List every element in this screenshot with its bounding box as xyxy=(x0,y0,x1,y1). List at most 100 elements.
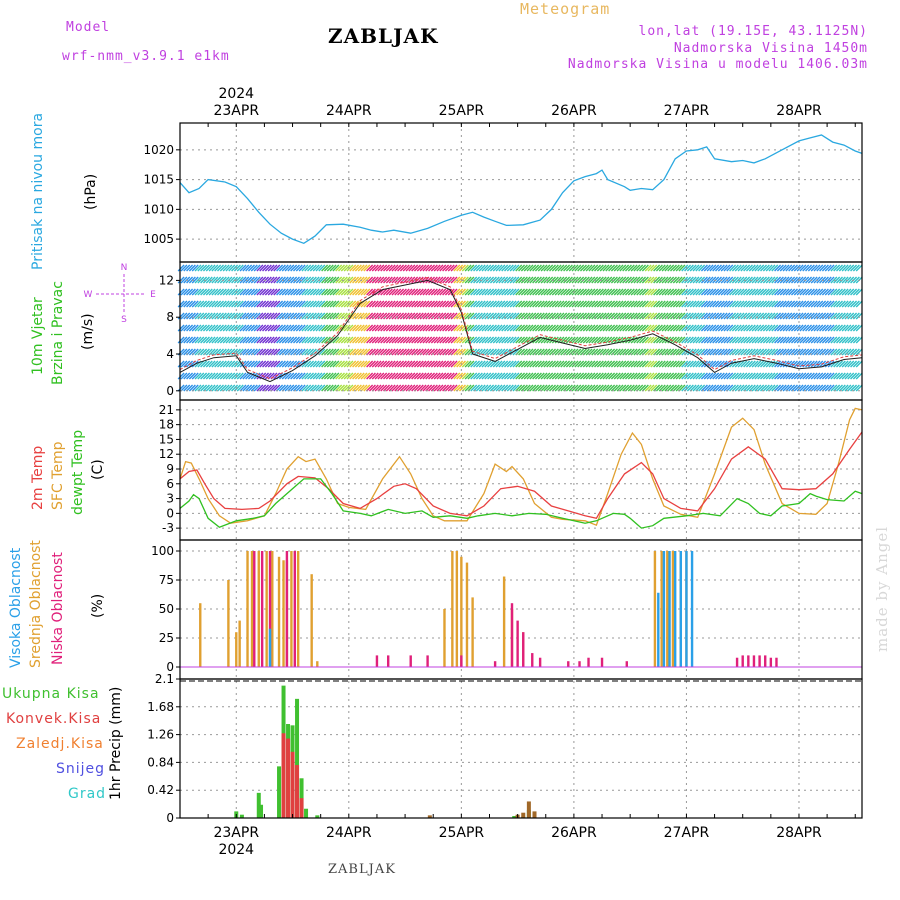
wind-arrow xyxy=(636,372,644,380)
wind-arrow xyxy=(655,264,663,272)
wind-arrow xyxy=(428,348,436,356)
top-day-label: 25APR xyxy=(439,103,485,119)
wind-arrow xyxy=(346,336,354,344)
wind-arrow xyxy=(684,360,692,368)
y-tick-label: 21 xyxy=(159,403,174,417)
wind-arrow xyxy=(509,300,517,308)
wind-arrow xyxy=(253,312,261,320)
low-cloud-bar xyxy=(752,655,756,667)
wind-arrow xyxy=(287,276,295,284)
wind-arrow xyxy=(425,264,433,272)
wind-arrow xyxy=(208,300,216,308)
wind-arrow xyxy=(371,336,379,344)
wind-arrow xyxy=(354,360,362,368)
wind-arrow xyxy=(824,300,832,308)
wind-arrow xyxy=(838,276,846,284)
wind-arrow xyxy=(543,384,551,392)
wind-arrow xyxy=(681,384,689,392)
wind-arrow xyxy=(222,360,230,368)
wind-arrow xyxy=(228,264,236,272)
wind-arrow xyxy=(391,384,399,392)
wind-arrow xyxy=(534,288,542,296)
wind-arrow xyxy=(644,360,652,368)
wind-arrow xyxy=(855,384,863,392)
wind-arrow xyxy=(751,312,759,320)
wind-arrow xyxy=(706,300,714,308)
wind-arrow xyxy=(779,276,787,284)
wind-arrow xyxy=(743,264,751,272)
wind-arrow xyxy=(532,372,540,380)
wind-arrow xyxy=(338,300,345,308)
wind-arrow xyxy=(346,348,354,356)
wind-arrow xyxy=(698,372,706,380)
wind-arrow xyxy=(233,384,241,392)
wind-arrow xyxy=(703,288,711,296)
wind-arrow xyxy=(532,312,540,320)
wind-arrow xyxy=(456,264,464,272)
wind-arrow xyxy=(650,372,658,380)
wind-arrow xyxy=(273,324,281,332)
wind-arrow xyxy=(456,276,464,284)
wind-arrow xyxy=(464,360,472,368)
wind-arrow xyxy=(273,336,281,344)
wind-arrow xyxy=(461,384,469,392)
wind-arrow xyxy=(582,372,590,380)
wind-arrow xyxy=(332,324,340,332)
wind-arrow xyxy=(287,312,295,320)
mid-cloud-bar xyxy=(250,551,254,667)
wind-arrow xyxy=(745,288,753,296)
wind-arrow xyxy=(669,288,677,296)
wind-arrow xyxy=(605,276,613,284)
wind-arrow xyxy=(594,300,602,308)
wind-arrow xyxy=(312,264,320,272)
wind-arrow xyxy=(790,324,798,332)
wind-arrow xyxy=(512,264,520,272)
wind-arrow xyxy=(287,360,295,368)
footer-station: ZABLJAK xyxy=(328,862,396,877)
wind-arrow xyxy=(349,336,357,344)
wind-arrow xyxy=(383,324,391,332)
wind-arrow xyxy=(436,264,444,272)
wind-arrow xyxy=(323,324,331,332)
wind-arrow xyxy=(650,360,658,368)
wind-arrow xyxy=(577,300,585,308)
wind-arrow xyxy=(776,288,784,296)
wind-arrow xyxy=(821,288,829,296)
wind-arrow xyxy=(802,300,810,308)
wind-arrow xyxy=(518,360,526,368)
wind-arrow xyxy=(419,300,427,308)
wind-arrow xyxy=(630,360,638,368)
low-cloud-bar xyxy=(758,655,761,667)
wind-arrow xyxy=(278,384,286,392)
wind-arrow xyxy=(779,360,787,368)
wind-arrow xyxy=(582,348,590,356)
wind-arrow xyxy=(774,312,782,320)
model-label: Model xyxy=(66,20,111,35)
wind-arrow xyxy=(307,336,315,344)
wind-arrow xyxy=(650,384,658,392)
wind-arrow xyxy=(588,372,596,380)
wind-arrow xyxy=(554,264,562,272)
wind-arrow xyxy=(281,372,289,380)
wind-arrow xyxy=(458,372,466,380)
low-cloud-bar xyxy=(285,551,289,667)
low-cloud-bar xyxy=(578,661,581,667)
wind-arrow xyxy=(560,312,568,320)
wind-arrow xyxy=(245,288,253,296)
wind-arrow xyxy=(565,372,573,380)
wind-arrow xyxy=(298,312,306,320)
wind-arrow xyxy=(217,324,225,332)
wind-arrow xyxy=(456,360,464,368)
wind-arrow xyxy=(202,372,210,380)
wind-arrow xyxy=(413,264,421,272)
wind-arrow xyxy=(413,324,421,332)
wind-arrow xyxy=(200,360,208,368)
wind-arrow xyxy=(700,384,708,392)
wind-arrow xyxy=(754,360,762,368)
wind-arrow xyxy=(338,384,345,392)
mid-cloud-bar xyxy=(660,551,663,667)
wind-arrow xyxy=(768,288,776,296)
wind-arrow xyxy=(636,264,644,272)
wind-arrow xyxy=(768,336,776,344)
bottom-day-label: 27APR xyxy=(664,825,710,841)
